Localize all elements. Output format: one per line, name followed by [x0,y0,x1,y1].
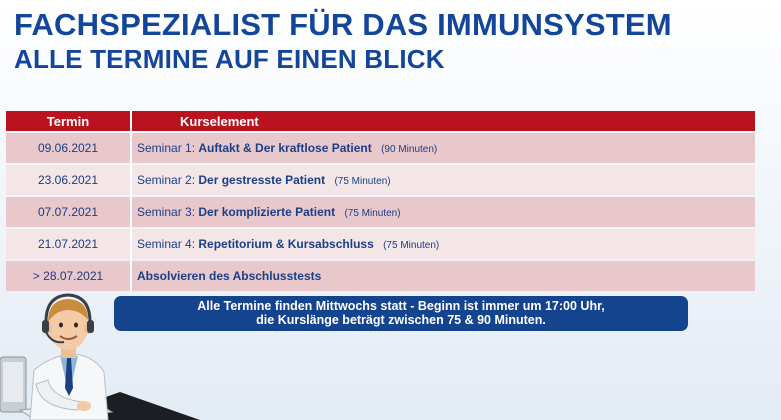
schedule-table: Termin Kurselement 09.06.2021 Seminar 1:… [6,109,755,293]
row-duration: (75 Minuten) [344,208,401,219]
row-prefix: Seminar 4: [137,237,196,251]
row-date: 21.07.2021 [6,229,130,259]
header-course: Kurselement [130,111,755,131]
row-course: Seminar 4: Repetitorium & Kursabschluss … [130,229,755,259]
row-duration: (75 Minuten) [383,240,440,251]
table-row: 23.06.2021 Seminar 2: Der gestresste Pat… [6,165,755,195]
info-note-line2: die Kurslänge beträgt zwischen 75 & 90 M… [256,313,546,327]
row-title: Der gestresste Patient [198,173,326,187]
header-date: Termin [6,111,130,131]
row-prefix: Seminar 1: [137,141,196,155]
table-row: 07.07.2021 Seminar 3: Der komplizierte P… [6,197,755,227]
doctor-at-computer-icon [0,293,200,420]
info-note-line1: Alle Termine finden Mittwochs statt - Be… [197,299,605,313]
row-title: Absolvieren des Abschlusstests [137,269,322,283]
table-row: 09.06.2021 Seminar 1: Auftakt & Der kraf… [6,133,755,163]
row-course: Seminar 2: Der gestresste Patient (75 Mi… [130,165,755,195]
row-date: > 28.07.2021 [6,261,130,291]
row-duration: (75 Minuten) [334,176,391,187]
row-prefix: Seminar 2: [137,173,196,187]
row-prefix: Seminar 3: [137,205,196,219]
row-title: Auftakt & Der kraftlose Patient [198,141,372,155]
table-header-row: Termin Kurselement [6,111,755,131]
row-course: Seminar 3: Der komplizierte Patient (75 … [130,197,755,227]
row-title: Der komplizierte Patient [198,205,336,219]
page-subtitle: ALLE TERMINE AUF EINEN BLICK [14,44,445,74]
table-row: > 28.07.2021 Absolvieren des Abschlusste… [6,261,755,291]
row-date: 23.06.2021 [6,165,130,195]
row-title: Repetitorium & Kursabschluss [198,237,374,251]
row-date: 07.07.2021 [6,197,130,227]
table-row: 21.07.2021 Seminar 4: Repetitorium & Kur… [6,229,755,259]
row-course: Seminar 1: Auftakt & Der kraftlose Patie… [130,133,755,163]
row-course: Absolvieren des Abschlusstests [130,261,755,291]
page-title: FACHSPEZIALIST FÜR DAS IMMUNSYSTEM [14,7,672,42]
info-note: Alle Termine finden Mittwochs statt - Be… [114,296,688,331]
row-date: 09.06.2021 [6,133,130,163]
row-duration: (90 Minuten) [381,144,438,155]
